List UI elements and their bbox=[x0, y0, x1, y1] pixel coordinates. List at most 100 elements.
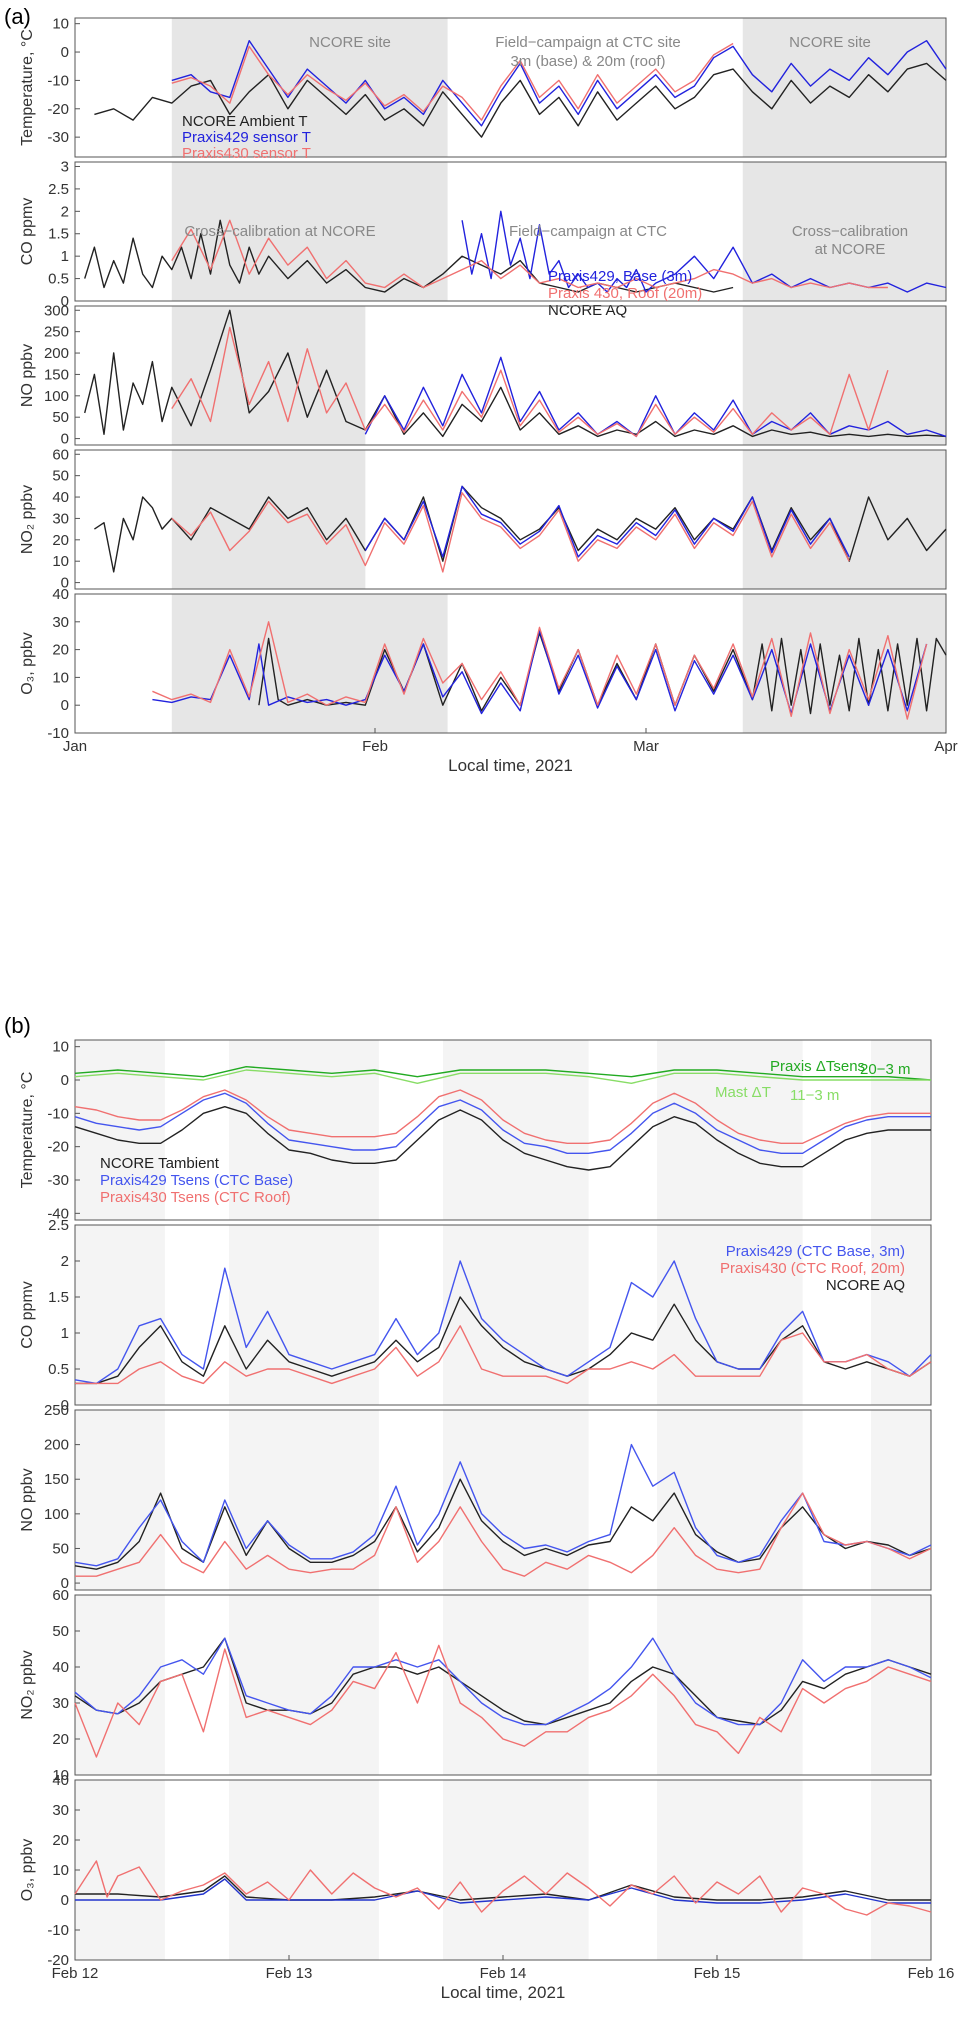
y-axis-label: NO₂ ppbv bbox=[19, 485, 36, 554]
series-line bbox=[74, 1860, 932, 1916]
annotation: 3m (base) & 20m (roof) bbox=[510, 53, 665, 70]
shaded-band bbox=[229, 1780, 379, 1960]
chart-b-no: 0 50 100 150 200 250 NO ppbv bbox=[19, 1402, 932, 1592]
annotation: NCORE site bbox=[309, 34, 391, 51]
shaded-band bbox=[229, 1595, 379, 1775]
chart-b-temp: 10 0 -10 -20 -30 -40 Temperature, °C Praxis ΔTs… bbox=[19, 1039, 932, 1222]
legend-entry: NCORE Tambient bbox=[100, 1155, 220, 1172]
series-line bbox=[74, 1069, 931, 1084]
y-tick-label: -40 bbox=[47, 1205, 69, 1222]
y-axis-label: O₃, ppbv bbox=[19, 632, 36, 695]
series-line bbox=[74, 1478, 932, 1570]
y-tick-label: 0.5 bbox=[48, 1361, 69, 1378]
y-tick-label: -10 bbox=[47, 725, 69, 742]
series-line bbox=[75, 1296, 932, 1385]
shaded-band bbox=[657, 1780, 803, 1960]
annotation: Field−campaign at CTC bbox=[509, 223, 667, 240]
y-tick-label: 1.5 bbox=[48, 1289, 69, 1306]
chart-b-co: 0 0.5 1 1.5 2 2.5 CO ppmv Praxis429 (CTC Base, … bbox=[19, 1217, 932, 1414]
y-tick-label: 50 bbox=[52, 409, 69, 426]
annotation: NCORE site bbox=[789, 34, 871, 51]
legend-entry: Praxis429 (CTC Base, 3m) bbox=[726, 1243, 905, 1260]
legend-entry: NCORE AQ bbox=[826, 1277, 905, 1294]
y-tick-label: 20 bbox=[52, 1832, 69, 1849]
chart-a-no: 0 50 100 150 200 250 300 NO ppbv bbox=[19, 302, 947, 448]
annotation: Cross−calibration at NCORE bbox=[184, 223, 375, 240]
plot-frame bbox=[74, 593, 947, 734]
y-tick-label: 20 bbox=[52, 1731, 69, 1748]
chart-a-co: 0 0.5 1 1.5 2 2.5 3 CO ppmv Cross−calibration at… bbox=[19, 158, 947, 319]
chart-a-o3: -10 0 10 20 30 40 O₃, ppbv Jan Feb Mar Apr Local ti… bbox=[19, 586, 958, 775]
y-tick-label: 40 bbox=[52, 1659, 69, 1676]
x-axis-label: Local time, 2021 bbox=[441, 1983, 566, 2002]
shaded-band bbox=[871, 1410, 931, 1590]
annotation: at NCORE bbox=[815, 241, 886, 258]
y-tick-label: 250 bbox=[44, 324, 69, 341]
series-line bbox=[75, 1492, 932, 1577]
y-tick-label: -10 bbox=[47, 72, 69, 89]
y-tick-label: 40 bbox=[52, 586, 69, 603]
series-line bbox=[74, 1637, 932, 1726]
y-tick-label: 40 bbox=[52, 1772, 69, 1789]
y-tick-label: 1.5 bbox=[48, 226, 69, 243]
y-tick-label: -10 bbox=[47, 1105, 69, 1122]
y-tick-label: 0 bbox=[61, 431, 69, 448]
x-tick-label: Feb 13 bbox=[266, 1965, 313, 1982]
annotation: Mast ΔT bbox=[715, 1084, 771, 1101]
chart-a-no2: 0 10 20 30 40 50 60 NO₂ ppbv bbox=[19, 446, 947, 592]
annotation: 11−3 m bbox=[790, 1087, 839, 1104]
x-tick-label: Feb 14 bbox=[480, 1965, 527, 1982]
plot-frame bbox=[74, 449, 947, 590]
x-tick-label: Feb 12 bbox=[52, 1965, 99, 1982]
y-tick-label: 0 bbox=[61, 1575, 69, 1592]
y-tick-label: -30 bbox=[47, 1172, 69, 1189]
y-tick-label: 250 bbox=[44, 1402, 69, 1419]
y-tick-label: 0 bbox=[61, 575, 69, 592]
panel-b-label: (b) bbox=[4, 1013, 31, 1038]
legend-entry: Praxis429 sensor T bbox=[182, 129, 311, 146]
y-tick-label: 0 bbox=[61, 1892, 69, 1909]
x-tick-label: Apr bbox=[934, 738, 957, 755]
y-tick-label: 0 bbox=[61, 1072, 69, 1089]
legend-entry: NCORE AQ bbox=[548, 302, 627, 319]
series-line bbox=[74, 1637, 932, 1726]
y-tick-label: -30 bbox=[47, 129, 69, 146]
series-line bbox=[75, 1875, 931, 1901]
series-line bbox=[364, 485, 850, 558]
y-tick-label: 150 bbox=[44, 1471, 69, 1488]
shaded-band bbox=[171, 306, 366, 445]
shaded-band bbox=[229, 1410, 379, 1590]
y-axis-label: NO ppbv bbox=[19, 344, 36, 407]
y-axis-label: NO ppbv bbox=[19, 1468, 36, 1531]
plot-frame bbox=[74, 17, 947, 158]
y-tick-label: 0.5 bbox=[48, 271, 69, 288]
series-line bbox=[74, 1644, 932, 1758]
y-tick-label: -20 bbox=[47, 101, 69, 118]
y-axis-label: NO₂ ppbv bbox=[19, 1650, 36, 1719]
series-line bbox=[364, 356, 947, 438]
x-tick-label: Mar bbox=[633, 738, 659, 755]
series-line bbox=[74, 1092, 931, 1154]
chart-a-temp: 10 0 -10 -20 -30 Temperature, °C NCORE site Fie… bbox=[19, 16, 947, 162]
shaded-band bbox=[742, 450, 946, 589]
y-tick-label: 150 bbox=[44, 366, 69, 383]
y-tick-label: 100 bbox=[44, 1506, 69, 1523]
shaded-band bbox=[871, 1780, 931, 1960]
y-tick-label: -20 bbox=[47, 1139, 69, 1156]
y-tick-label: 30 bbox=[52, 1802, 69, 1819]
y-tick-label: 60 bbox=[52, 446, 69, 463]
y-tick-label: 200 bbox=[44, 1437, 69, 1454]
series-line bbox=[75, 1878, 931, 1904]
x-axis-label: Local time, 2021 bbox=[448, 756, 573, 775]
y-tick-label: 2.5 bbox=[48, 181, 69, 198]
plot-frame bbox=[74, 1224, 932, 1406]
shaded-band bbox=[443, 1410, 589, 1590]
y-tick-label: 0 bbox=[61, 1397, 69, 1414]
series-line bbox=[152, 621, 928, 720]
y-tick-label: 10 bbox=[52, 1039, 69, 1056]
y-tick-label: 10 bbox=[52, 16, 69, 33]
shaded-band bbox=[171, 594, 448, 733]
x-tick-label: Feb 15 bbox=[694, 1965, 741, 1982]
plot-frame bbox=[74, 1594, 932, 1776]
plot-frame bbox=[74, 161, 947, 302]
